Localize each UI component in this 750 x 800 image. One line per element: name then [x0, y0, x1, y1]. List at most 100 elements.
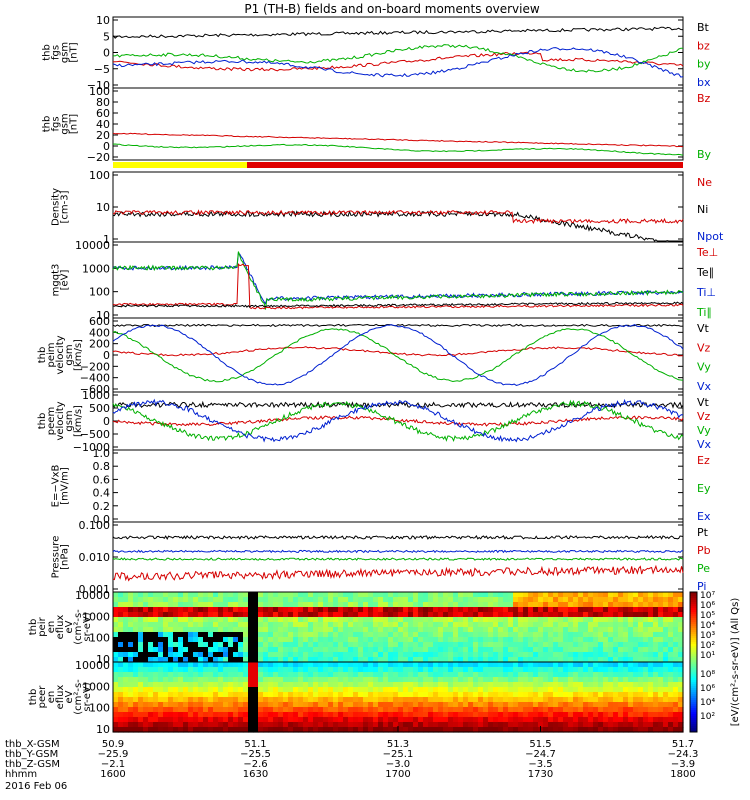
series-vt: [112, 323, 684, 328]
spectrogram-cell: [368, 617, 374, 623]
spectrogram-cell: [608, 692, 614, 698]
spectrogram-cell: [293, 622, 299, 628]
spectrogram-cell: [388, 687, 394, 693]
spectrogram-cell: [438, 602, 444, 608]
spectrogram-cell: [333, 702, 339, 708]
spectrogram-cell: [318, 642, 324, 648]
spectrogram-cell: [203, 697, 209, 703]
spectrogram-cell: [373, 627, 379, 633]
spectrogram-cell: [298, 647, 304, 653]
spectrogram-cell: [433, 637, 439, 643]
spectrogram-cell: [573, 642, 579, 648]
spectrogram-cell: [518, 672, 524, 678]
colorbar-step: [690, 598, 697, 601]
spectrogram-cell: [478, 687, 484, 693]
spectrogram-cell: [493, 592, 499, 598]
spectrogram-cell: [393, 657, 399, 663]
spectrogram-cell: [488, 682, 494, 688]
spectrogram-cell: [583, 717, 589, 723]
spectrogram-cell: [598, 682, 604, 688]
spectrogram-cell: [118, 677, 124, 683]
spectrogram-cell: [263, 597, 269, 603]
spectrogram-cell: [433, 632, 439, 638]
spectrogram-cell: [333, 647, 339, 653]
spectrogram-cell: [578, 717, 584, 723]
spectrogram-cell: [378, 662, 384, 668]
spectrogram-cell: [443, 612, 449, 618]
spectrogram-cell: [333, 677, 339, 683]
spectrogram-cell: [518, 617, 524, 623]
spectrogram-cell: [348, 657, 354, 663]
spectrogram-cell: [268, 712, 274, 718]
spectrogram-cell: [458, 682, 464, 688]
spectrogram-cell: [648, 637, 654, 643]
spectrogram-cell: [153, 667, 159, 673]
spectrogram-cell: [623, 672, 629, 678]
spectrogram-cell: [273, 622, 279, 628]
spectrogram-cell: [418, 607, 424, 613]
spectrogram-cell: [388, 727, 394, 733]
spectrogram-cell: [523, 662, 529, 668]
spectrogram-cell: [573, 637, 579, 643]
spectrogram-cell: [408, 657, 414, 663]
spectrogram-cell: [228, 637, 234, 643]
spectrogram-cell: [138, 642, 144, 648]
spectrogram-cell: [678, 667, 684, 673]
spectrogram-cell: [123, 712, 129, 718]
spectrogram-cell: [418, 702, 424, 708]
spectrogram-cell: [323, 712, 329, 718]
spectrogram-cell: [518, 612, 524, 618]
spectrogram-cell: [648, 602, 654, 608]
spectrogram-cell: [343, 702, 349, 708]
spectrogram-cell: [113, 647, 119, 653]
spectrogram-cell: [353, 597, 359, 603]
xaxis-value: 1800: [670, 769, 695, 780]
spectrogram-cell: [333, 652, 339, 658]
spectrogram-cell: [388, 667, 394, 673]
spectrogram-cell: [543, 707, 549, 713]
spectrogram-cell: [328, 592, 334, 598]
spectrogram-cell: [248, 597, 254, 603]
spectrogram-cell: [173, 692, 179, 698]
spectrogram-cell: [668, 717, 674, 723]
spectrogram-cell: [453, 632, 459, 638]
spectrogram-cell: [653, 672, 659, 678]
spectrogram-cell: [358, 602, 364, 608]
spectrogram-cell: [373, 717, 379, 723]
spectrogram-cell: [603, 627, 609, 633]
spectrogram-cell: [228, 652, 234, 658]
spectrogram-cell: [448, 697, 454, 703]
spectrogram-cell: [348, 662, 354, 668]
spectrogram-cell: [333, 617, 339, 623]
spectrogram-cell: [363, 722, 369, 728]
spectrogram-cell: [463, 597, 469, 603]
spectrogram-cell: [473, 642, 479, 648]
spectrogram-cell: [593, 707, 599, 713]
spectrogram-cell: [358, 647, 364, 653]
spectrogram-cell: [128, 697, 134, 703]
spectrogram-cell: [258, 652, 264, 658]
spectrogram-cell: [168, 637, 174, 643]
spectrogram-cell: [128, 657, 134, 663]
spectrogram-cell: [283, 712, 289, 718]
spectrogram-cell: [303, 627, 309, 633]
spectrogram-cell: [608, 662, 614, 668]
spectrogram-cell: [403, 687, 409, 693]
spectrogram-cell: [268, 632, 274, 638]
spectrogram-cell: [223, 672, 229, 678]
spectrogram-cell: [443, 717, 449, 723]
spectrogram-cell: [333, 697, 339, 703]
spectrogram-cell: [208, 717, 214, 723]
spectrogram-cell: [178, 657, 184, 663]
spectrogram-cell: [368, 667, 374, 673]
spectrogram-cell: [313, 677, 319, 683]
spectrogram-cell: [368, 602, 374, 608]
spectrogram-cell: [343, 592, 349, 598]
spectrogram-cell: [633, 607, 639, 613]
spectrogram-cell: [323, 717, 329, 723]
spectrogram-cell: [408, 662, 414, 668]
spectrogram-cell: [513, 637, 519, 643]
spectrogram-cell: [363, 597, 369, 603]
spectrogram-cell: [653, 607, 659, 613]
spectrogram-cell: [288, 627, 294, 633]
